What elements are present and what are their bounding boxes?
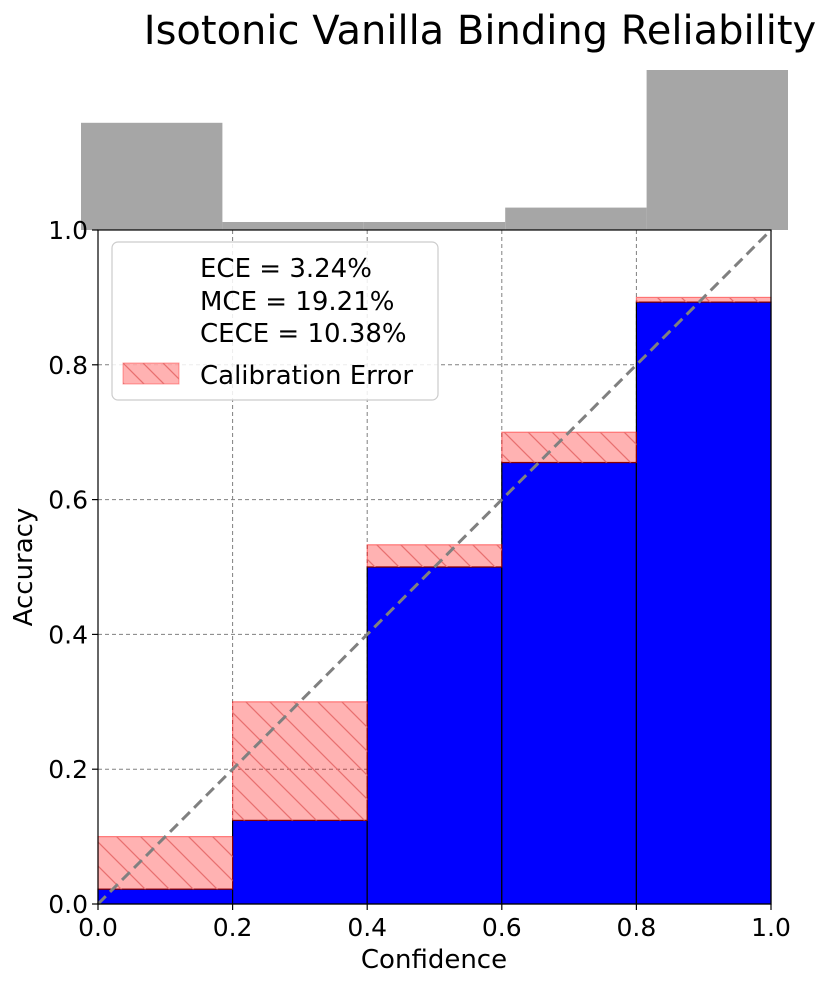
accuracy-bar [97, 888, 234, 905]
legend-box [111, 241, 439, 401]
plot-frame [97, 229, 772, 905]
histogram-bar [81, 122, 223, 230]
histogram-bar [646, 70, 788, 230]
x-tick-label: 0.0 [78, 913, 118, 942]
chart-title: Isotonic Vanilla Binding Reliability [144, 8, 816, 54]
x-tick-label: 0.6 [482, 913, 522, 942]
calibration-error-hatch [636, 297, 771, 303]
y-tick-label: 0.8 [48, 351, 88, 380]
y-tick-label: 0.6 [48, 486, 88, 515]
accuracy-bars [97, 301, 772, 905]
x-tick-label: 0.8 [617, 913, 657, 942]
perfect-calibration-line [96, 228, 773, 906]
legend-calibration-error: Calibration Error [200, 361, 413, 391]
legend-ece: ECE = 3.24% [200, 254, 372, 284]
x-tick-label: 1.0 [751, 913, 791, 942]
y-tick-label: 0.0 [48, 890, 88, 919]
y-tick-label: 0.4 [48, 620, 88, 649]
x-tick-label: 0.4 [347, 913, 387, 942]
calibration-error-hatch [232, 701, 368, 821]
calibration-error-hatch [98, 836, 233, 890]
confidence-histogram [81, 70, 788, 230]
accuracy-bar [232, 819, 368, 905]
histogram-bar [505, 207, 647, 230]
axis-ticks: 0.0 0.2 0.4 0.6 0.8 1.0 0.0 0.2 0.4 0.6 0.8 1.0 [48, 216, 791, 942]
x-axis-label: Confidence [361, 945, 507, 975]
accuracy-bar [366, 566, 503, 905]
legend-mce: MCE = 19.21% [200, 287, 394, 317]
y-tick-label: 0.2 [48, 755, 88, 784]
legend-error-swatch-hatch [123, 363, 179, 384]
histogram-bar [363, 222, 506, 230]
calibration-error-hatch [501, 432, 637, 463]
legend-cece: CECE = 10.38% [200, 319, 407, 349]
y-tick-label: 1.0 [48, 216, 88, 245]
legend: ECE = 3.24% MCE = 19.21% CECE = 10.38% C… [111, 241, 439, 401]
calibration-error-bars [97, 296, 772, 890]
accuracy-bar [635, 301, 772, 905]
y-axis-label: Accuracy [9, 508, 39, 627]
calibration-error-hatch [367, 544, 502, 567]
x-tick-label: 0.2 [213, 913, 253, 942]
histogram-bar [222, 222, 364, 230]
accuracy-bar [501, 461, 637, 905]
